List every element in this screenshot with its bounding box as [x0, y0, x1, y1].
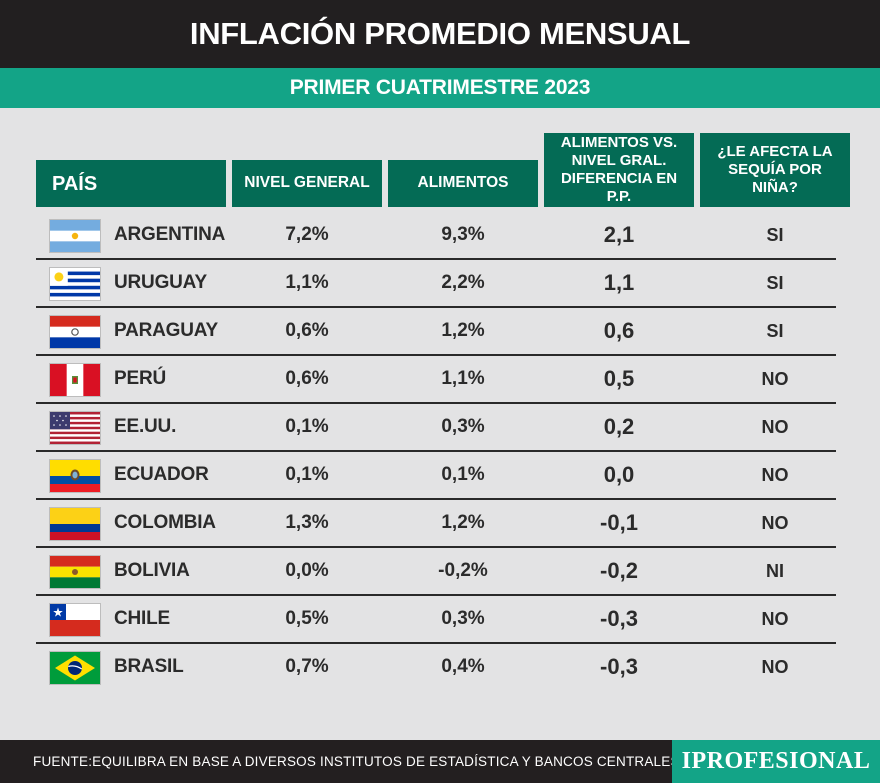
alimentos-value: 0,1%: [441, 464, 485, 485]
diferencia-value: -0,1: [600, 510, 638, 535]
country-name: PARAGUAY: [114, 320, 218, 341]
table-row: BOLIVIA 0,0% -0,2% -0,2 NI: [36, 548, 836, 596]
diferencia-value: 0,2: [603, 414, 635, 439]
nivel-general-value: 1,3%: [285, 512, 329, 533]
alimentos-value: 2,2%: [441, 272, 485, 293]
header-diferencia: ALIMENTOS VS. NIVEL GRAL. DIFERENCIA EN …: [544, 133, 694, 207]
table-row: PARAGUAY 0,6% 1,2% 0,6 SI: [36, 308, 836, 356]
alimentos-value: 1,2%: [441, 320, 485, 341]
page-subtitle: PRIMER CUATRIMESTRE 2023: [289, 76, 591, 99]
alimentos-value: 1,2%: [441, 512, 485, 533]
table-row: PERÚ 0,6% 1,1% 0,5 NO: [36, 356, 836, 404]
alimentos-value: 0,4%: [441, 656, 485, 677]
brasil-flag-icon: [50, 652, 100, 684]
diferencia-value: 0,6: [603, 318, 635, 343]
sequia-value: NO: [761, 608, 789, 629]
ecuador-flag-icon: [50, 460, 100, 492]
nivel-general-value: 0,5%: [285, 608, 329, 629]
alimentos-value: 0,3%: [441, 608, 485, 629]
nivel-general-value: 0,1%: [285, 416, 329, 437]
argentina-flag-icon: [50, 220, 100, 252]
usa-flag-icon: [50, 412, 100, 444]
sequia-value: SI: [766, 272, 784, 293]
sequia-value: NO: [761, 368, 789, 389]
diferencia-value: 0,5: [603, 366, 635, 391]
table-row: EE.UU. 0,1% 0,3% 0,2 NO: [36, 404, 836, 452]
nivel-general-value: 0,6%: [285, 320, 329, 341]
table-row: COLOMBIA 1,3% 1,2% -0,1 NO: [36, 500, 836, 548]
paraguay-flag-icon: [50, 316, 100, 348]
footer: FUENTE:EQUILIBRA EN BASE A DIVERSOS INST…: [0, 740, 880, 783]
country-name: COLOMBIA: [114, 512, 216, 533]
nivel-general-value: 7,2%: [285, 224, 329, 245]
source-note: FUENTE:EQUILIBRA EN BASE A DIVERSOS INST…: [33, 754, 680, 769]
country-name: CHILE: [114, 608, 171, 629]
sequia-value: NO: [761, 464, 789, 485]
country-name: ARGENTINA: [114, 224, 226, 245]
uruguay-flag-icon: [50, 268, 100, 300]
colombia-flag-icon: [50, 508, 100, 540]
bolivia-flag-icon: [50, 556, 100, 588]
sequia-value: NI: [766, 560, 784, 581]
nivel-general-value: 0,0%: [285, 560, 329, 581]
nivel-general-value: 0,6%: [285, 368, 329, 389]
header-alimentos: ALIMENTOS: [388, 160, 538, 207]
table-row: CHILE 0,5% 0,3% -0,3 NO: [36, 596, 836, 644]
nivel-general-value: 1,1%: [285, 272, 329, 293]
chile-flag-icon: [50, 604, 100, 636]
alimentos-value: 0,3%: [441, 416, 485, 437]
table-row: ECUADOR 0,1% 0,1% 0,0 NO: [36, 452, 836, 500]
title-bar: INFLACIÓN PROMEDIO MENSUAL: [0, 0, 880, 68]
diferencia-value: 1,1: [603, 270, 635, 295]
diferencia-value: -0,2: [600, 558, 638, 583]
country-name: ECUADOR: [114, 464, 209, 485]
alimentos-value: 1,1%: [441, 368, 485, 389]
table-row: BRASIL 0,7% 0,4% -0,3 NO: [36, 644, 836, 692]
page-title: INFLACIÓN PROMEDIO MENSUAL: [189, 16, 691, 51]
nivel-general-value: 0,7%: [285, 656, 329, 677]
subtitle-bar: PRIMER CUATRIMESTRE 2023: [0, 68, 880, 108]
country-name: BRASIL: [114, 656, 184, 677]
sequia-value: NO: [761, 416, 789, 437]
alimentos-value: -0,2%: [438, 560, 488, 581]
table-row: URUGUAY 1,1% 2,2% 1,1 SI: [36, 260, 836, 308]
country-name: BOLIVIA: [114, 560, 190, 581]
header-pais: PAÍS: [36, 160, 226, 207]
sequia-value: SI: [766, 320, 784, 341]
header-nivel-general: NIVEL GENERAL: [232, 160, 382, 207]
diferencia-value: -0,3: [600, 654, 638, 679]
iprofesional-logo: IPROFESIONAL: [672, 740, 880, 783]
diferencia-value: 0,0: [603, 462, 635, 487]
diferencia-value: -0,3: [600, 606, 638, 631]
diferencia-value: 2,1: [603, 222, 635, 247]
header-sequia: ¿LE AFECTA LA SEQUÍA POR NIÑA?: [700, 133, 850, 207]
sequia-value: SI: [766, 224, 784, 245]
country-name: URUGUAY: [114, 272, 207, 293]
sequia-value: NO: [761, 512, 789, 533]
nivel-general-value: 0,1%: [285, 464, 329, 485]
peru-flag-icon: [50, 364, 100, 396]
country-name: PERÚ: [114, 368, 166, 389]
table-row: ARGENTINA 7,2% 9,3% 2,1 SI: [36, 212, 836, 260]
country-name: EE.UU.: [114, 416, 177, 437]
table-body: ARGENTINA 7,2% 9,3% 2,1 SI URUGUAY 1,1% …: [36, 212, 836, 692]
sequia-value: NO: [761, 656, 789, 677]
alimentos-value: 9,3%: [441, 224, 485, 245]
